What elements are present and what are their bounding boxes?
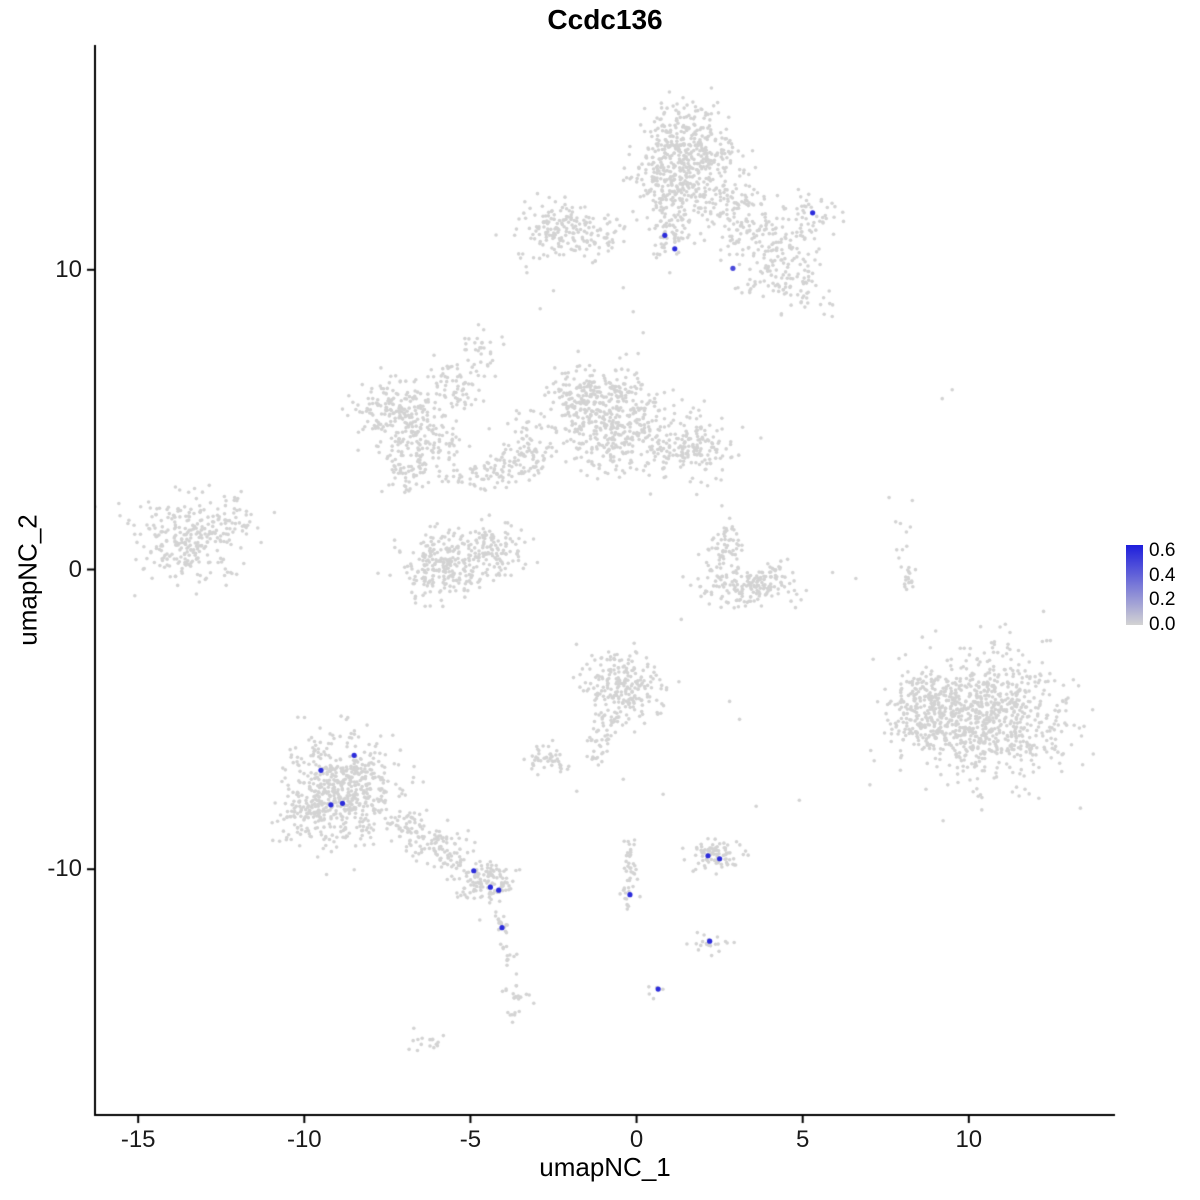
x-tick-label-10: 10 — [955, 1126, 983, 1153]
x-tick-label--10: -10 — [286, 1126, 322, 1153]
plot-title: Ccdc136 — [547, 4, 663, 35]
y-tick-label-10: 10 — [55, 255, 82, 283]
x-tick-label--5: -5 — [459, 1126, 482, 1153]
x-tick-label--15: -15 — [120, 1126, 156, 1153]
x-tick-label-5: 5 — [795, 1126, 810, 1153]
x-axis-title: umapNC_1 — [539, 1152, 671, 1182]
y-tick-label-0: 0 — [68, 555, 82, 583]
legend-label-0.4: 0.4 — [1149, 564, 1176, 586]
x-tick-label-0: 0 — [629, 1126, 644, 1153]
legend-label-0.2: 0.2 — [1149, 589, 1176, 611]
legend-label-0.0: 0.0 — [1149, 614, 1176, 635]
legend-label-0.6: 0.6 — [1149, 540, 1176, 562]
legend-colorbar — [1126, 545, 1143, 625]
y-tick-label--10: -10 — [47, 855, 82, 883]
